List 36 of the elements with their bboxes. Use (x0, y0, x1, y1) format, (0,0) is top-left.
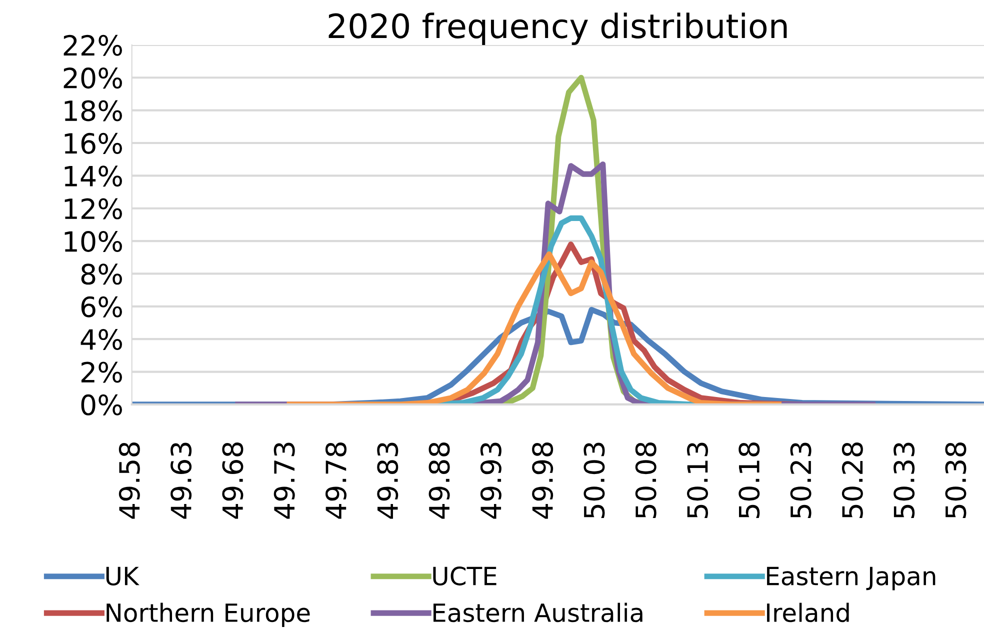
x-tick-label: 50.23 (790, 442, 812, 518)
legend-label: Eastern Australia (434, 602, 642, 622)
y-tick-label: 10% (64, 230, 122, 252)
y-tick-label: 20% (64, 68, 122, 89)
x-tick-label: 49.98 (532, 442, 554, 519)
x-tick-label: 50.38 (945, 442, 966, 518)
x-tick-label: 50.33 (894, 442, 915, 518)
y-tick-label: 12% (64, 198, 122, 220)
x-tick-label: 50.28 (842, 442, 863, 518)
x-tick-label: 49.63 (170, 442, 192, 519)
y-tick-label: 2% (81, 362, 122, 383)
x-tick-label: 49.88 (428, 442, 450, 519)
y-tick-label: 22% (64, 34, 122, 56)
x-tick-label: 50.08 (635, 442, 656, 518)
y-tick-label: 18% (64, 100, 122, 122)
legend-label: Eastern Japan (767, 566, 936, 590)
legend-label: UCTE (433, 566, 496, 586)
y-tick-label: 0% (81, 394, 122, 416)
y-tick-label: 6% (81, 296, 122, 318)
x-tick-label: 49.58 (118, 442, 140, 519)
x-tick-label: 49.93 (480, 442, 502, 519)
chart-title: 2020 frequency distribution (328, 12, 787, 45)
legend-label: Northern Europe (106, 602, 310, 627)
x-tick-label: 49.68 (222, 442, 244, 519)
y-tick-label: 8% (81, 264, 122, 285)
x-tick-label: 50.13 (687, 442, 708, 518)
x-tick-label: 50.03 (584, 442, 605, 518)
x-tick-label: 49.73 (274, 442, 295, 519)
legend-label: Ireland (767, 602, 849, 622)
y-tick-label: 4% (80, 329, 122, 350)
y-tick-label: 16% (64, 132, 122, 154)
x-tick-label: 49.83 (377, 442, 398, 519)
legend-label: UK (106, 566, 140, 586)
x-tick-label: 49.78 (325, 442, 346, 519)
y-tick-label: 14% (64, 166, 122, 187)
x-tick-label: 50.18 (738, 442, 760, 518)
